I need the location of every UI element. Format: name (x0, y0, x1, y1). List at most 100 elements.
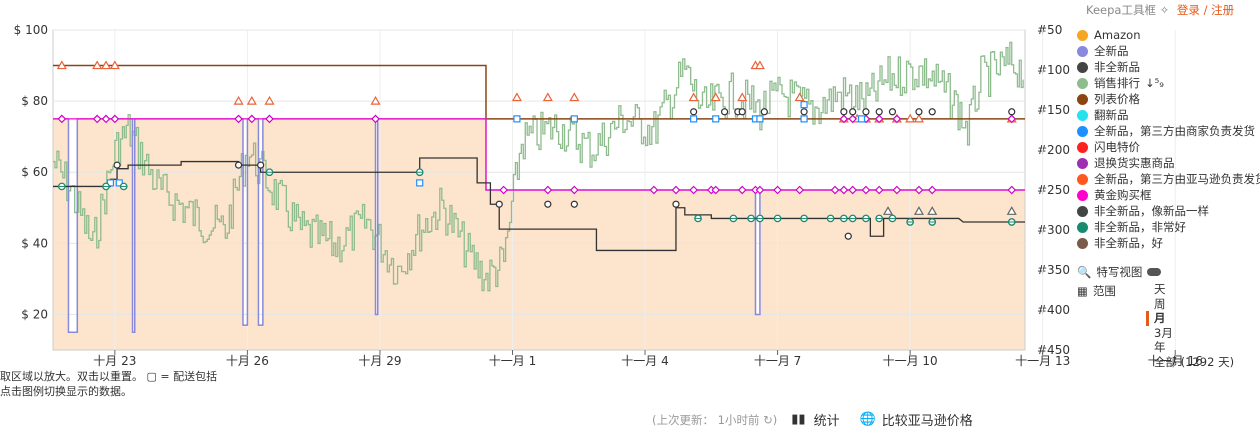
login-link[interactable]: 登录 / 注册 (1176, 3, 1235, 17)
range-option[interactable]: 月 (1146, 311, 1234, 326)
toolbox-link[interactable]: Keepa工具框 (1086, 3, 1156, 17)
range-label: 范围 (1092, 284, 1116, 298)
stats-label: 统计 (813, 414, 840, 429)
x-tick-label: 十一月 7 (754, 354, 801, 368)
x-tick-label: 十月 29 (358, 354, 401, 368)
used-marker (113, 161, 121, 169)
fbm-marker (800, 101, 808, 109)
legend-item[interactable]: 非全新品 (1077, 59, 1260, 75)
rank-tick-label: #50 (1037, 23, 1062, 37)
list-price-marker (754, 60, 765, 70)
legend-item[interactable]: 非全新品，像新品一样 (1077, 203, 1260, 219)
used-marker (544, 200, 552, 208)
range-option[interactable]: 年 (1154, 340, 1166, 355)
range-option[interactable]: 天 (1154, 282, 1166, 296)
rank-tick-label: #450 (1037, 343, 1070, 357)
chart-footer: (上次更新： 1小时前 ↻) ▮▮ 统计 🌐 比较亚马逊价格 (652, 410, 993, 429)
price-area-fill (53, 118, 1025, 350)
buybox-marker (499, 185, 509, 195)
zoom-view-toggle[interactable]: 🔍 特写视图 (1077, 264, 1162, 280)
range-option[interactable]: 周 (1154, 296, 1166, 311)
buybox-marker (755, 185, 765, 195)
legend-item[interactable]: 全新品，第三方由亚马逊负责发货 (1077, 171, 1260, 187)
range-option[interactable]: 全部 (1292 天) (1154, 354, 1235, 369)
legend-label: 黄金购买框 (1094, 188, 1152, 202)
legend-item[interactable]: 全新品，第三方由商家负责发货 (1077, 123, 1260, 139)
legend-label: Amazon (1094, 28, 1141, 42)
x-tick-label: 十一月 1 (489, 354, 536, 368)
legend-item[interactable]: 黄金购买框 (1077, 187, 1260, 203)
used-marker (234, 161, 243, 169)
legend-item[interactable]: 列表价格 (1077, 91, 1260, 107)
buybox-marker (101, 114, 111, 124)
buybox-marker (649, 185, 659, 195)
legend-dot-icon (1077, 61, 1088, 73)
legend-label: 非全新品，像新品一样 (1094, 204, 1209, 218)
fbm-marker (416, 179, 424, 187)
legend-item[interactable]: Amazon (1077, 27, 1260, 43)
buybox-marker (371, 114, 380, 124)
list-price-marker (883, 206, 894, 215)
used-marker (875, 108, 883, 116)
x-tick-label: 十月 26 (226, 354, 269, 368)
buybox-marker (848, 185, 858, 195)
list-price-marker (905, 113, 916, 123)
buybox-marker (839, 185, 849, 195)
buybox-marker (830, 185, 840, 195)
legend-dot-icon (1077, 77, 1088, 89)
bar-chart-icon: ▮▮ (791, 412, 806, 427)
legend-item[interactable]: 销售排行 ↓⁵₉ (1077, 75, 1260, 91)
x-tick-label: 十一月 16 (1148, 354, 1203, 368)
calendar-icon: ▦ (1077, 284, 1088, 298)
used-marker (720, 108, 729, 116)
fbm-marker (712, 115, 720, 123)
legend-item[interactable]: 退换货实惠商品 (1077, 155, 1260, 171)
hint-line-1: 取区域以放大。双击以重置。 ▢ = 配送包括 (0, 370, 218, 383)
rank-tick-label: #300 (1037, 223, 1070, 237)
buybox-marker (265, 114, 274, 124)
legend-label: 非全新品 (1094, 60, 1140, 74)
buybox-marker (773, 185, 782, 195)
used-marker (844, 232, 852, 240)
sort-icon[interactable]: ↓⁵₉ (1145, 76, 1164, 90)
buybox-marker (711, 185, 721, 195)
list-price-marker (109, 60, 120, 70)
buybox-marker (874, 185, 884, 195)
legend-item[interactable]: 全新品 (1077, 43, 1260, 59)
rank-tick-label: #250 (1037, 183, 1070, 197)
last-updated: (上次更新： 1小时前 ↻) (652, 412, 778, 427)
legend-item[interactable]: 非全新品，好 (1077, 235, 1260, 251)
buybox-marker (927, 185, 937, 195)
topbar: Keepa工具框 ✧ 登录 / 注册 (1086, 2, 1234, 18)
buybox-marker (874, 114, 884, 124)
range-option[interactable]: 3月 (1154, 325, 1173, 340)
buybox-marker (689, 185, 698, 195)
buybox-marker (737, 185, 747, 195)
compare-prices-button[interactable]: 🌐 比较亚马逊价格 (860, 410, 973, 429)
legend-item[interactable]: 非全新品，非常好 (1077, 219, 1260, 235)
legend-dot-icon (1077, 173, 1088, 185)
list-price-marker (100, 60, 112, 70)
buybox-marker (892, 185, 902, 195)
magnifier-icon: 🔍 (1077, 265, 1092, 279)
used-marker (495, 200, 503, 208)
buybox-marker (247, 114, 257, 124)
list-price-marker (927, 206, 938, 215)
legend-item[interactable]: 闪电特价 (1077, 139, 1260, 155)
legend-label: 退换货实惠商品 (1094, 156, 1175, 170)
gear-icon[interactable]: ✧ (1159, 3, 1170, 17)
list-price-marker (542, 92, 553, 102)
legend-label: 非全新品，非常好 (1094, 220, 1186, 234)
legend-item[interactable]: 翻新品 (1077, 107, 1260, 123)
legend-dot-icon (1077, 29, 1088, 41)
buybox-marker (92, 114, 102, 124)
stats-button[interactable]: ▮▮ 统计 (791, 410, 839, 429)
range-options: 天周月 3月年全部 (1292 天) (1146, 282, 1234, 370)
list-price-marker (913, 113, 924, 123)
toggle-switch-icon[interactable] (1147, 268, 1162, 276)
rank-tick-label: #200 (1037, 143, 1070, 157)
rank-tick-label: #150 (1037, 103, 1070, 117)
x-tick-label: 十一月 4 (621, 354, 668, 368)
list-price-marker (92, 60, 103, 70)
